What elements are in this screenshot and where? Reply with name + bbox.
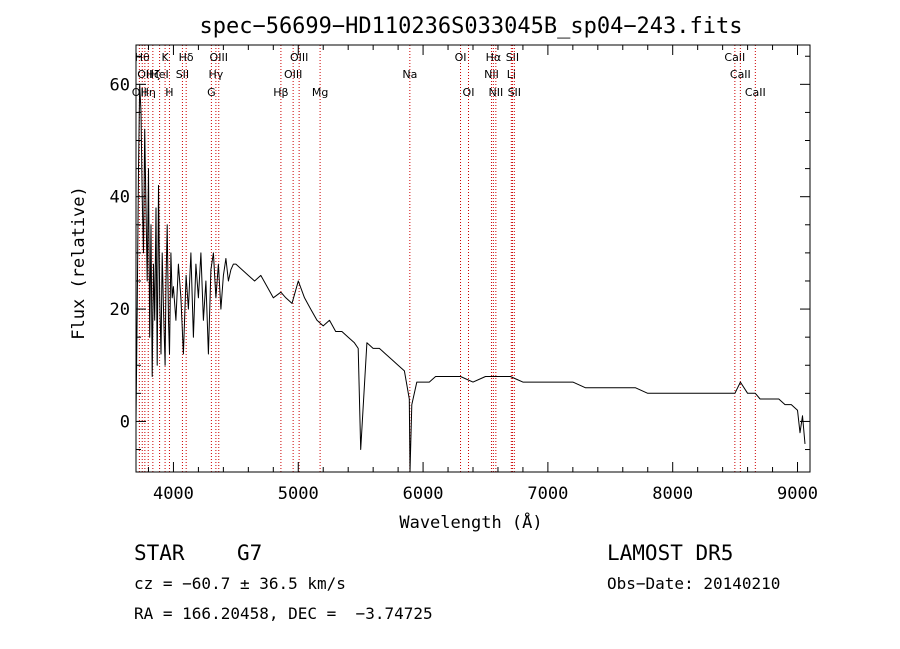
object-class: STAR xyxy=(134,541,185,565)
line-marker-label: Mg xyxy=(312,86,328,99)
line-marker-label: Li xyxy=(507,68,516,81)
axes: 4000 5000 6000 7000 8000 9000 0 20 40 60 xyxy=(110,45,818,504)
survey-name: LAMOST DR5 xyxy=(607,541,734,565)
y-axis-label: Flux (relative) xyxy=(69,186,89,340)
x-tick-label: 5000 xyxy=(278,484,319,504)
x-tick-label: 8000 xyxy=(652,484,693,504)
coordinates: RA = 166.20458, DEC = −3.74725 xyxy=(134,604,433,623)
y-tick-label: 20 xyxy=(110,300,130,320)
line-marker-label: OIII xyxy=(210,51,228,64)
line-marker-label: Na xyxy=(402,68,417,81)
line-marker-label: SII xyxy=(176,68,189,81)
line-marker-label: OIII xyxy=(284,68,302,81)
plot-frame xyxy=(135,44,811,473)
line-marker-label: Hθ xyxy=(135,51,150,64)
y-tick-label: 40 xyxy=(110,188,130,208)
line-marker-label: H xyxy=(165,86,173,99)
line-marker-label: CaII xyxy=(730,68,751,81)
line-marker-label: OIII xyxy=(290,51,308,64)
line-marker-label: Hα xyxy=(486,51,502,64)
line-marker-label: SII xyxy=(508,86,521,99)
line-marker-label: Hδ xyxy=(179,51,194,64)
line-marker-label: NII xyxy=(484,68,499,81)
y-tick-label: 0 xyxy=(120,412,130,432)
x-tick-label: 6000 xyxy=(403,484,444,504)
spectrum-line-0 xyxy=(135,83,806,473)
line-marker-label: Hζ xyxy=(146,68,160,81)
line-marker-label: HeI xyxy=(150,68,168,81)
line-marker-label: CaII xyxy=(724,51,745,64)
line-marker-label: Hη xyxy=(141,86,156,99)
x-tick-label: 4000 xyxy=(153,484,194,504)
line-marker-label: CaII xyxy=(745,86,766,99)
line-marker-label: OI xyxy=(463,86,475,99)
object-subclass: G7 xyxy=(237,541,263,565)
line-marker-label: Hγ xyxy=(208,68,223,81)
x-tick-label: 7000 xyxy=(527,484,568,504)
y-tick-label: 60 xyxy=(110,75,130,95)
line-marker-label: NII xyxy=(488,86,503,99)
line-markers: OIIHθOIIHηHζHeIKHSIIHδGHγOIIIHβOIIIOIIIM… xyxy=(132,45,766,472)
x-axis-label: Wavelength (Å) xyxy=(399,511,542,533)
line-marker-label: SII xyxy=(506,51,519,64)
series-layer xyxy=(135,83,806,473)
line-marker-label: Hβ xyxy=(273,86,288,99)
line-marker-label: OI xyxy=(455,51,467,64)
observation-date: Obs−Date: 20140210 xyxy=(607,574,781,593)
line-marker-label: G xyxy=(207,86,216,99)
x-tick-label: 9000 xyxy=(777,484,818,504)
line-marker-label: OII xyxy=(137,68,152,81)
line-marker-label: K xyxy=(161,51,169,64)
redshift-velocity: cz = −60.7 ± 36.5 km/s xyxy=(134,574,346,593)
chart-title: spec−56699−HD110236S033045B_sp04−243.fit… xyxy=(199,14,742,39)
